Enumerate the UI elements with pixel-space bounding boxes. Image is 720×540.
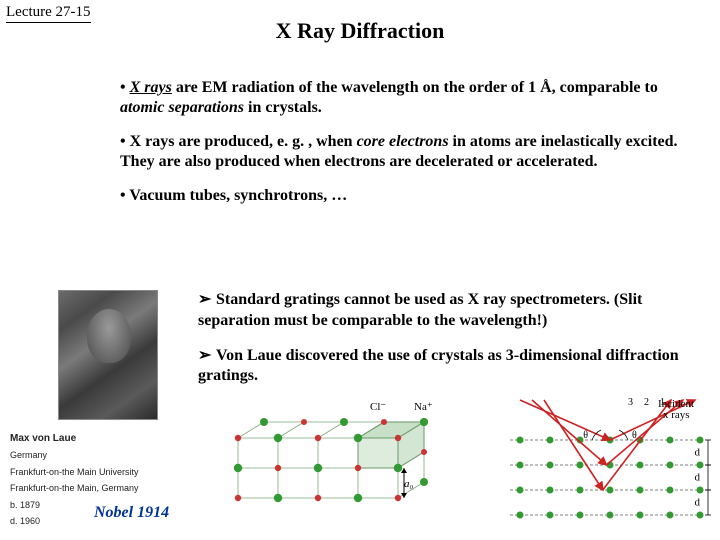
arrow-1: ➢Standard gratings cannot be used as X r… [198, 290, 708, 332]
bio-affil2: Frankfurt-on-the Main, Germany [10, 482, 210, 496]
page-title: X Ray Diffraction [0, 18, 720, 44]
bullet-marker: • [120, 79, 130, 96]
lattice-diagram: Cl⁻ Na⁺ a₀ [218, 408, 478, 528]
bio-country: Germany [10, 449, 210, 463]
bullet-3: • Vacuum tubes, synchrotrons, … [120, 186, 680, 206]
bio-name: Max von Laue [10, 431, 210, 446]
bullet-list: • X rays are EM radiation of the wavelen… [120, 78, 680, 220]
arrow-2-text: Von Laue discovered the use of crystals … [198, 347, 679, 385]
label-na: Na⁺ [414, 400, 433, 413]
xrays-term: X rays [130, 79, 172, 96]
svg-text:d: d [695, 447, 701, 459]
bullet-2: • X rays are produced, e. g. , when core… [120, 132, 680, 172]
label-cl: Cl⁻ [370, 400, 386, 413]
bullet-1-mid: are EM radiation of the wavelength on th… [172, 79, 658, 96]
bullet-1: • X rays are EM radiation of the wavelen… [120, 78, 680, 118]
arrow-list: ➢Standard gratings cannot be used as X r… [198, 290, 708, 401]
svg-text:θ: θ [583, 430, 588, 441]
atomic-sep-term: atomic separations [120, 99, 244, 116]
svg-text:3: 3 [628, 397, 633, 408]
portrait-von-laue [58, 290, 158, 420]
svg-text:x rays: x rays [663, 409, 690, 421]
label-a0: a₀ [404, 478, 413, 490]
svg-text:d: d [695, 497, 701, 509]
bullet-1-post: in crystals. [244, 99, 322, 116]
bragg-diagram: Incidentx rays321θθddd [500, 395, 715, 530]
core-electrons-term: core electrons [357, 133, 449, 150]
svg-text:θ: θ [632, 430, 637, 441]
svg-text:2: 2 [644, 397, 649, 408]
svg-text:d: d [695, 472, 701, 484]
nobel-label: Nobel 1914 [94, 504, 169, 522]
bio-affil1: Frankfurt-on-the Main University [10, 466, 210, 480]
arrow-2: ➢Von Laue discovered the use of crystals… [198, 346, 708, 388]
arrow-icon: ➢ [198, 290, 216, 311]
arrow-1-text: Standard gratings cannot be used as X ra… [198, 291, 642, 329]
bullet-2-pre: • X rays are produced, e. g. , when [120, 133, 357, 150]
svg-text:1: 1 [660, 397, 665, 408]
arrow-icon: ➢ [198, 346, 216, 367]
